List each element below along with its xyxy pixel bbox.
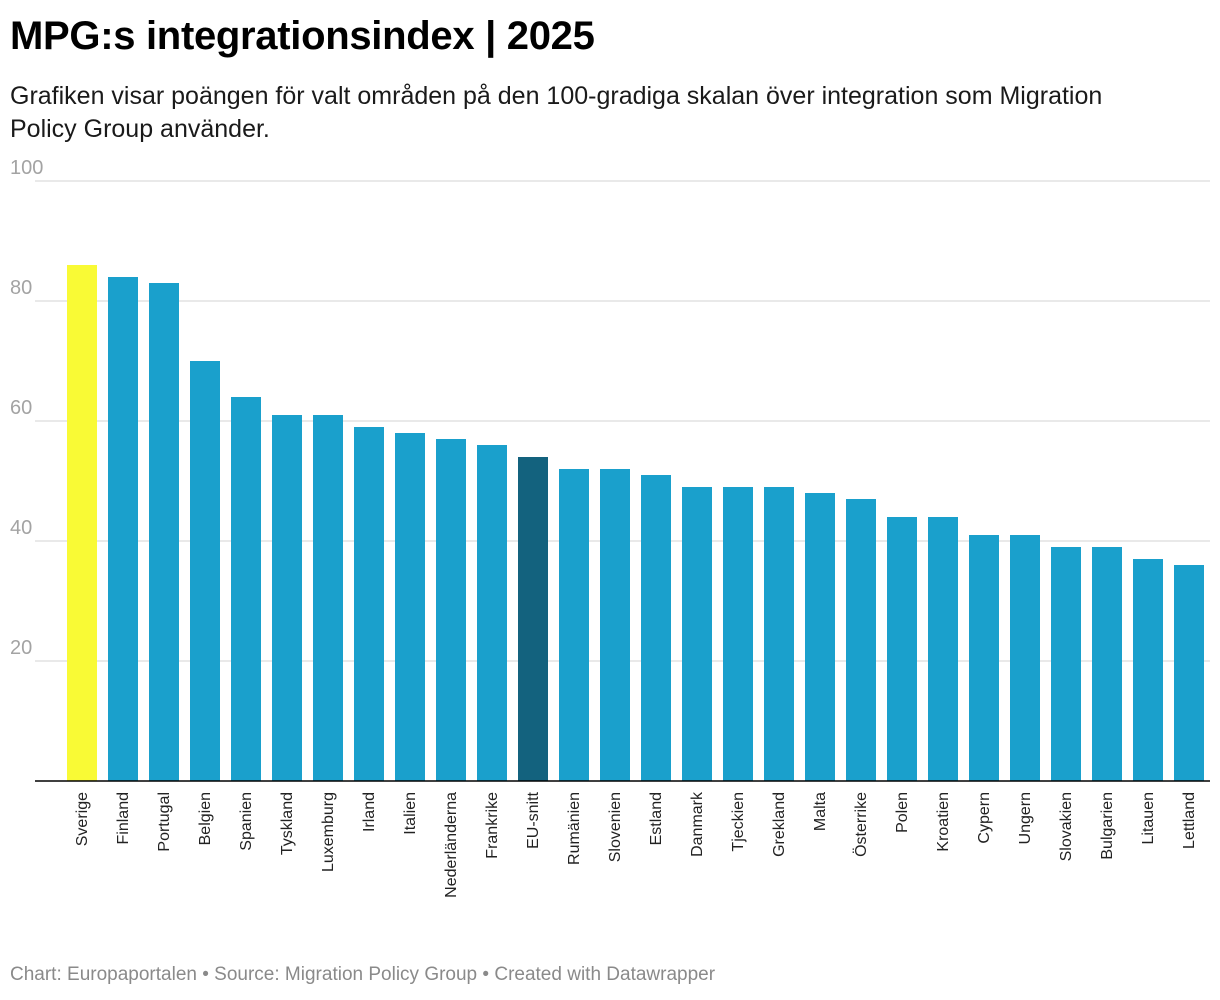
- y-tick-label-80: 80: [10, 277, 32, 299]
- x-tick-label: Belgien: [197, 792, 214, 845]
- chart-title: MPG:s integrationsindex | 2025: [10, 14, 595, 58]
- bar-sverige: [67, 265, 97, 781]
- x-tick-label: Malta: [812, 792, 829, 831]
- x-tick-label: Ungern: [1017, 792, 1034, 844]
- bar-nederländerna: [436, 439, 466, 781]
- x-tick-label: Irland: [361, 792, 378, 832]
- footer-separator: •: [482, 964, 490, 985]
- bar-bulgarien: [1092, 547, 1122, 781]
- bar-rumänien: [559, 469, 589, 781]
- bar-italien: [395, 433, 425, 781]
- bar-tyskland: [272, 415, 302, 781]
- bar-grekland: [764, 487, 794, 781]
- footer-chart-by: Chart: Europaportalen: [10, 964, 197, 985]
- x-tick-label: Italien: [402, 792, 419, 835]
- bar-cypern: [969, 535, 999, 781]
- x-tick-label: Luxemburg: [320, 792, 337, 872]
- y-tick-label-20: 20: [10, 637, 32, 659]
- bar-lettland: [1174, 565, 1204, 781]
- bar-belgien: [190, 361, 220, 781]
- x-tick-label: Polen: [894, 792, 911, 833]
- x-tick-label: Rumänien: [566, 792, 583, 865]
- bar-portugal: [149, 283, 179, 781]
- bar-chart: 20 40 60 80 100 Sverige Finland Portugal Belgie…: [10, 157, 1210, 898]
- chart-footer: Chart: Europaportalen • Source: Migratio…: [10, 964, 715, 986]
- bar-frankrike: [477, 445, 507, 781]
- bar-österrike: [846, 499, 876, 781]
- x-tick-label: Danmark: [689, 791, 706, 857]
- x-tick-label: Grekland: [771, 792, 788, 857]
- x-tick-label: Litauen: [1140, 792, 1157, 845]
- y-tick-label-40: 40: [10, 517, 32, 539]
- bar-slovakien: [1051, 547, 1081, 781]
- x-tick-label: Kroatien: [935, 792, 952, 852]
- bar-polen: [887, 517, 917, 781]
- x-tick-label: Portugal: [156, 792, 173, 852]
- x-tick-label: Bulgarien: [1099, 792, 1116, 860]
- bar-slovenien: [600, 469, 630, 781]
- x-tick-label: EU-snitt: [525, 791, 542, 848]
- x-tick-label: Spanien: [238, 792, 255, 851]
- x-tick-label: Frankrike: [484, 792, 501, 859]
- y-tick-label-60: 60: [10, 397, 32, 419]
- x-tick-label: Estland: [648, 792, 665, 845]
- bar-kroatien: [928, 517, 958, 781]
- footer-created-with[interactable]: Created with Datawrapper: [494, 964, 716, 985]
- chart-subtitle: Grafiken visar poängen för valt områden …: [10, 82, 1103, 143]
- bar-ungern: [1010, 535, 1040, 781]
- bar-tjeckien: [723, 487, 753, 781]
- x-tick-label: Finland: [115, 792, 132, 844]
- x-tick-label: Lettland: [1181, 792, 1198, 849]
- bar-eu-snitt: [518, 457, 548, 781]
- x-tick-label: Tjeckien: [730, 792, 747, 852]
- x-tick-label: Cypern: [976, 792, 993, 844]
- x-tick-label: Österrike: [852, 792, 870, 857]
- bar-malta: [805, 493, 835, 781]
- bar-finland: [108, 277, 138, 781]
- bar-litauen: [1133, 559, 1163, 781]
- footer-source[interactable]: Source: Migration Policy Group: [214, 964, 478, 985]
- bar-estland: [641, 475, 671, 781]
- footer-separator: •: [202, 964, 209, 985]
- x-axis: Sverige Finland Portugal Belgien Spanien Tysk…: [35, 780, 1210, 898]
- bar-spanien: [231, 397, 261, 781]
- bar-danmark: [682, 487, 712, 781]
- y-tick-label-100: 100: [10, 157, 43, 179]
- x-tick-label: Sverige: [74, 792, 91, 846]
- x-tick-label: Slovenien: [607, 792, 624, 862]
- bars: [67, 265, 1204, 781]
- x-tick-label: Slovakien: [1058, 792, 1075, 861]
- x-tick-label: Nederländerna: [443, 792, 460, 898]
- bar-irland: [354, 427, 384, 781]
- x-tick-label: Tyskland: [279, 792, 296, 855]
- bar-luxemburg: [313, 415, 343, 781]
